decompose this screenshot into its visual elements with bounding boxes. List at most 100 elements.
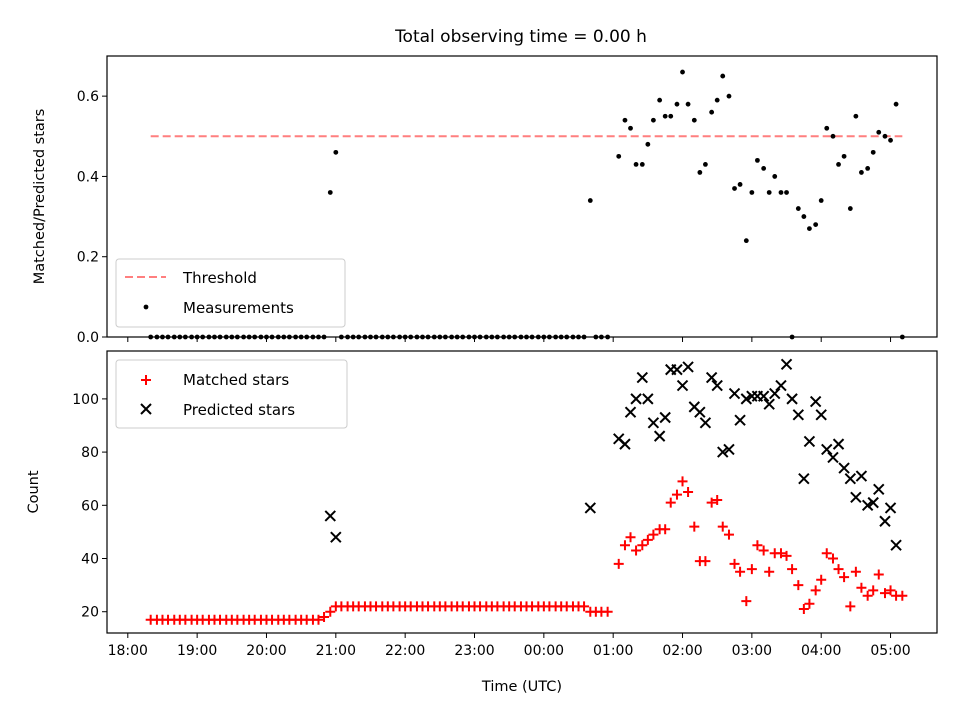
measurement-point (807, 226, 812, 232)
matched-star-point (660, 524, 671, 535)
measurement-point (633, 161, 639, 167)
x-tick-label: 18:00 (108, 643, 148, 659)
measurement-point (830, 133, 836, 139)
x-tick-label: 22:00 (385, 643, 425, 659)
measurement-point (703, 161, 708, 167)
matched-star-point (717, 521, 728, 532)
x-tick-label: 03:00 (732, 643, 772, 659)
matched-star-point (752, 540, 763, 551)
predicted-star-point (873, 483, 885, 496)
predicted-star-point (705, 371, 718, 384)
matched-star-point (897, 590, 908, 601)
measurement-point (847, 206, 853, 211)
predicted-star-point (630, 393, 642, 405)
measurement-point (749, 190, 755, 195)
x-tick-label: 20:00 (246, 643, 286, 659)
measurement-point (778, 190, 784, 195)
measurement-point (888, 137, 893, 143)
matched-star-point (758, 545, 769, 556)
measurement-point (639, 161, 645, 167)
measurement-point (824, 125, 830, 131)
matched-star-point (787, 564, 798, 575)
matched-star-point (313, 614, 324, 625)
x-tick-label: 04:00 (801, 643, 841, 659)
measurement-point (784, 190, 789, 195)
predicted-star-point (324, 510, 336, 522)
measurement-point (761, 166, 767, 171)
matched-star-point (723, 529, 734, 540)
y-axis-label: Matched/Predicted stars (32, 109, 48, 285)
predicted-star-point (642, 393, 654, 405)
matched-star-point (319, 612, 330, 623)
measurement-point (732, 186, 737, 191)
matched-star-point (746, 564, 757, 575)
measurement-point (327, 190, 333, 195)
matched-star-point (798, 604, 809, 615)
matched-star-point (689, 521, 700, 532)
legend-box (115, 258, 346, 328)
matched-star-point (764, 566, 775, 577)
measurement-point (801, 214, 807, 219)
legend-threshold-label: Threshold (182, 269, 257, 287)
measurement-point (865, 166, 871, 171)
ratio-panel: 0.0 0.2 0.4 0.6 Matched/Predicted stars Thres… (32, 55, 938, 346)
legend-measurement-swatch (143, 304, 149, 310)
measurement-point (836, 161, 841, 167)
predicted-star-point (850, 491, 862, 504)
predicted-star-point (827, 451, 839, 464)
predicted-star-point (879, 515, 891, 527)
predicted-star-point (619, 438, 631, 450)
measurement-point (587, 198, 593, 203)
matched-star-point (325, 606, 336, 617)
matched-star-point (712, 494, 723, 505)
figure-title: Total observing time = 0.00 h (394, 27, 647, 47)
measurement-point (691, 117, 697, 123)
matched-star-point (850, 566, 861, 577)
measurement-point (668, 113, 674, 119)
measurement-point (650, 117, 656, 123)
measurement-point (662, 113, 668, 119)
matched-star-point (879, 588, 890, 599)
predicted-star-point (699, 417, 712, 429)
predicted-star-point (659, 411, 671, 424)
predicted-star-point (884, 502, 897, 514)
matched-star-point (579, 601, 590, 612)
measurement-point (674, 101, 680, 107)
matched-star-point (873, 569, 884, 580)
matched-star-point (602, 606, 613, 617)
y-tick-label: 20 (81, 605, 99, 621)
measurement-point (714, 97, 720, 103)
y-tick-label: 100 (72, 392, 99, 408)
predicted-star-point (769, 387, 781, 400)
legend-predicted-label: Predicted stars (183, 401, 295, 419)
measurement-point (720, 73, 726, 79)
measurement-point (622, 117, 628, 123)
matched-star-point (700, 556, 711, 567)
matched-star-point (642, 534, 653, 545)
measurement-point (628, 125, 633, 131)
legend-matched-label: Matched stars (183, 371, 289, 389)
matched-star-point (856, 582, 867, 593)
matched-star-point (868, 585, 879, 596)
measurement-point (813, 222, 819, 228)
measurement-point (853, 113, 859, 119)
legend-predicted-swatch (140, 403, 152, 415)
legend-measurement-label: Measurements (183, 299, 294, 317)
predicted-star-point (890, 539, 902, 551)
matched-star-point (833, 564, 844, 575)
matched-star-point (862, 590, 873, 601)
matched-star-point (625, 532, 636, 543)
predicted-star-point (809, 395, 822, 408)
predicted-star-point (653, 430, 666, 442)
predicted-star-point (728, 387, 741, 400)
predicted-star-point (694, 406, 706, 418)
measurement-point (795, 206, 801, 211)
measurement-point (876, 129, 882, 135)
predicted-star-point (740, 393, 753, 405)
predicted-star-point (671, 363, 683, 376)
measurement-point (685, 101, 691, 107)
matched-star-point (613, 558, 624, 569)
predicted-star-point (723, 443, 735, 456)
y-tick-label: 0.6 (77, 89, 99, 105)
